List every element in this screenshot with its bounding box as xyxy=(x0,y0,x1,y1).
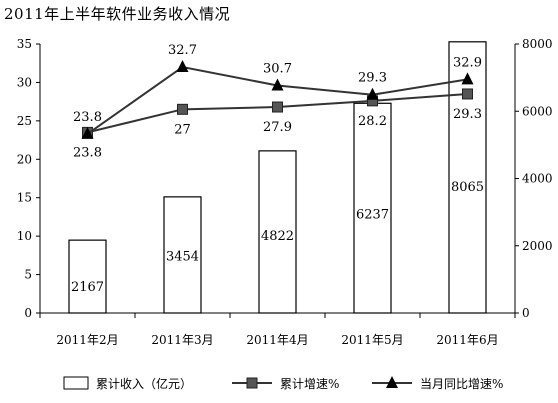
x-tick-label: 2011年2月 xyxy=(56,333,118,347)
legend-swatch-bar xyxy=(63,376,89,390)
legend-label: 累计增速% xyxy=(280,377,339,391)
bar-value-label: 3454 xyxy=(166,250,199,265)
bar xyxy=(258,150,297,314)
x-tick-label: 2011年6月 xyxy=(436,333,498,347)
bar-value-label: 8065 xyxy=(451,180,484,195)
y-left-tick-label: 10 xyxy=(17,229,32,243)
monthly-growth-label: 30.7 xyxy=(263,62,292,77)
bar-value-label: 2167 xyxy=(71,280,104,295)
y-right-tick-label: 8000 xyxy=(522,37,553,51)
triangle-marker xyxy=(176,60,189,73)
data-labels: 2167 3454 4822 6237 8065 23.8 27 27.9 28.2 29.3 23… xyxy=(71,43,484,295)
lines xyxy=(81,60,474,139)
cumulative-growth-label: 23.8 xyxy=(73,145,102,160)
cumulative-growth-label: 27 xyxy=(174,122,191,137)
x-tick-label: 2011年4月 xyxy=(246,333,308,347)
y-left-tick-label: 0 xyxy=(24,306,32,320)
legend-square-marker xyxy=(246,377,258,389)
y-right-tick-label: 4000 xyxy=(522,172,553,186)
bar xyxy=(353,102,392,314)
y-right-tick-label: 6000 xyxy=(522,104,553,118)
bar xyxy=(448,41,487,314)
square-marker xyxy=(272,101,283,113)
y-left-tick-label: 30 xyxy=(17,75,32,89)
triangle-marker xyxy=(81,126,94,139)
square-marker xyxy=(177,103,188,115)
y-left-tick-label: 35 xyxy=(17,37,32,51)
triangle-marker xyxy=(271,78,284,91)
y-left-tick-label: 25 xyxy=(17,114,32,128)
x-tick-label: 2011年5月 xyxy=(341,333,403,347)
legend-triangle-marker xyxy=(386,376,398,388)
bar xyxy=(163,196,202,314)
cumulative-growth-label: 27.9 xyxy=(263,120,292,135)
bars xyxy=(68,41,487,314)
bar xyxy=(68,239,107,314)
cumulative-growth-label: 29.3 xyxy=(453,107,482,122)
monthly-growth-label: 32.7 xyxy=(168,43,197,58)
legend-label: 累计收入（亿元） xyxy=(96,376,192,391)
y-left-tick-label: 5 xyxy=(24,268,32,282)
y-left-tick-label: 20 xyxy=(17,152,32,166)
y-right-tick-label: 2000 xyxy=(522,239,553,253)
y-left-tick-label: 15 xyxy=(17,191,32,205)
cumulative-growth-label: 28.2 xyxy=(358,114,387,129)
triangle-marker xyxy=(366,87,379,100)
legend: 累计收入（亿元） 累计增速% 当月同比增速% xyxy=(63,376,503,391)
triangle-marker xyxy=(461,72,474,85)
bar-value-label: 4822 xyxy=(261,229,294,244)
x-tick-label: 2011年3月 xyxy=(151,333,213,347)
square-marker xyxy=(462,88,473,100)
monthly-growth-label: 23.8 xyxy=(73,110,102,125)
legend-label: 当月同比增速% xyxy=(420,377,503,391)
axes: 0 5 10 15 20 25 30 35 0 2000 4000 6000 8000 2011年2月 20… xyxy=(17,37,553,347)
chart-title: 2011年上半年软件业务收入情况 xyxy=(4,5,231,23)
bar-value-label: 6237 xyxy=(356,208,389,223)
monthly-growth-label: 32.9 xyxy=(453,55,482,70)
y-right-tick-label: 0 xyxy=(522,306,530,320)
monthly-growth-label: 29.3 xyxy=(358,71,387,86)
